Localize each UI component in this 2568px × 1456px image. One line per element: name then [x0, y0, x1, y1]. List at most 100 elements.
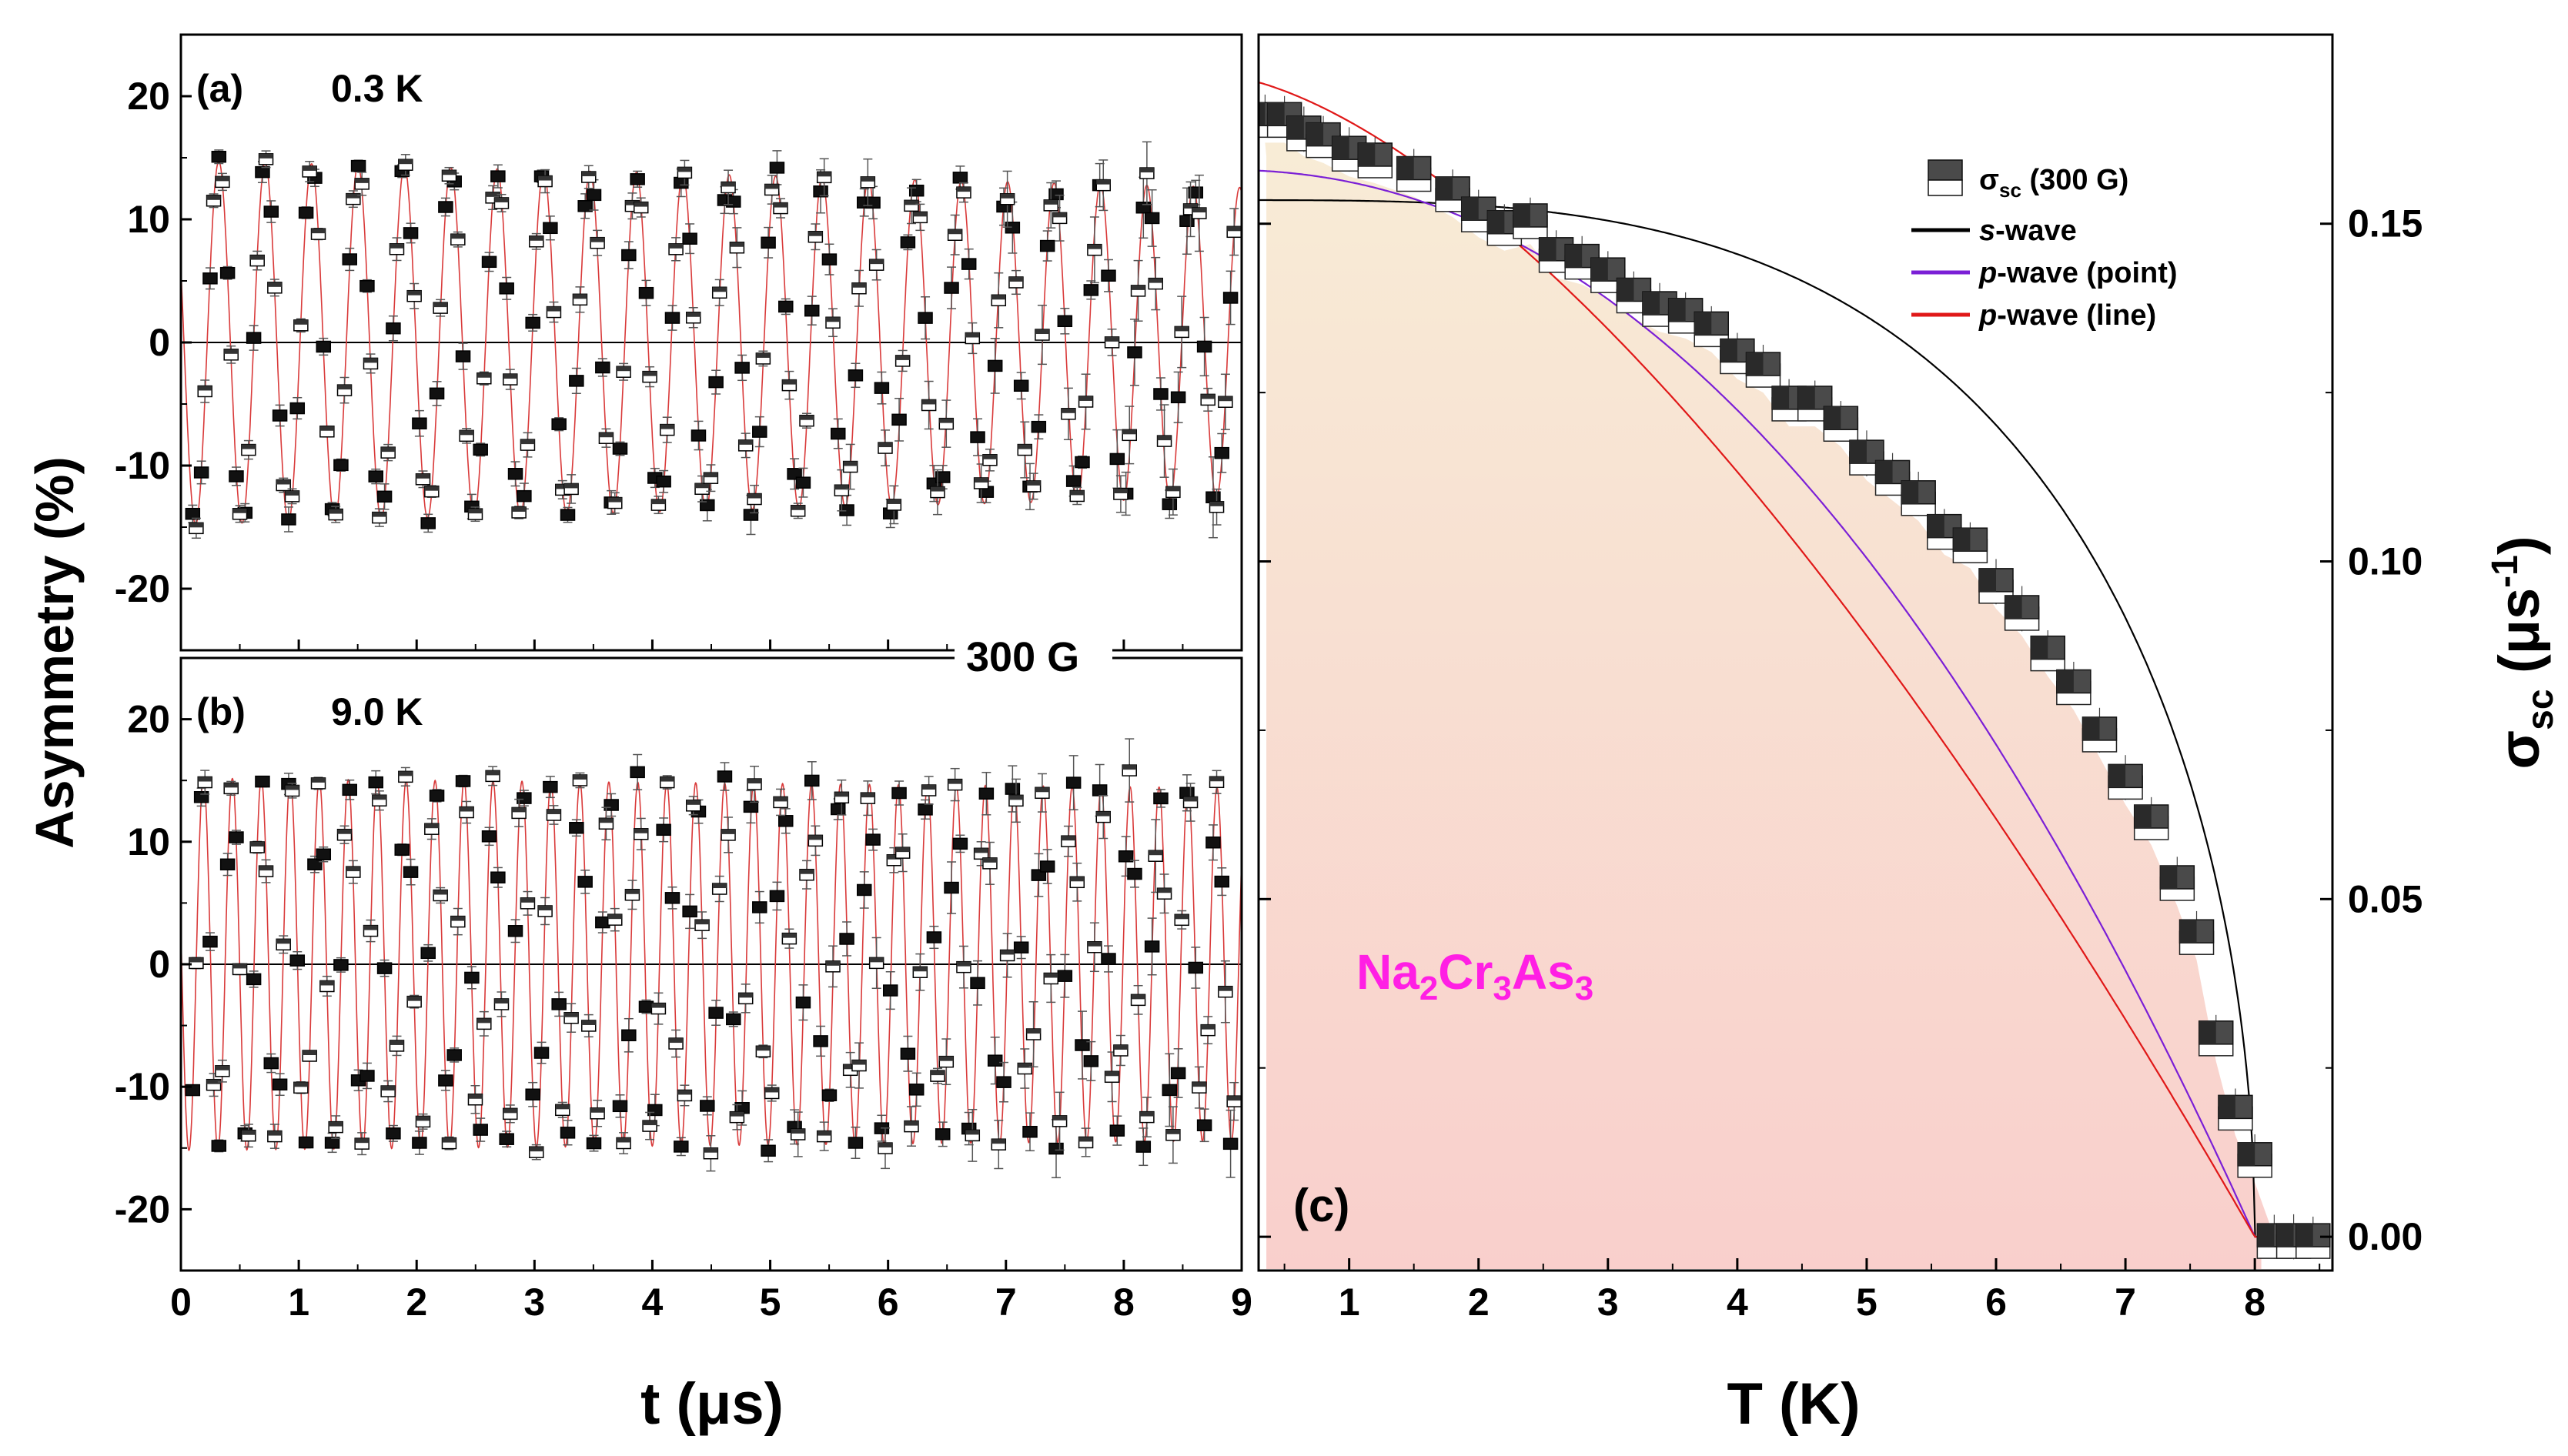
- panel-b-label: (b): [196, 690, 246, 733]
- data-point: [555, 1101, 570, 1119]
- data-point: [193, 460, 209, 485]
- marker-open-top: [756, 352, 771, 358]
- data-point: [189, 517, 204, 539]
- data-point: [938, 1038, 955, 1086]
- data-point: [808, 223, 824, 251]
- marker-filled: [211, 1140, 227, 1152]
- marker-filled: [821, 1089, 838, 1102]
- marker-open-top: [215, 176, 229, 182]
- marker-open-top: [311, 777, 326, 783]
- marker-filled: [586, 1137, 602, 1150]
- data-point: [987, 338, 1003, 394]
- marker-filled: [891, 413, 907, 426]
- marker-open-top: [930, 1070, 945, 1076]
- marker-open-top: [634, 828, 648, 833]
- data-point: [1214, 432, 1230, 473]
- x-tick-label: 3: [1597, 1281, 1619, 1324]
- marker-open-top: [1070, 877, 1085, 882]
- data-point: [372, 790, 387, 811]
- marker-shadow: [2056, 670, 2074, 693]
- marker-filled: [219, 266, 236, 279]
- data-point: [328, 506, 343, 523]
- marker-filled: [298, 1136, 314, 1149]
- marker-filled: [978, 787, 995, 800]
- marker-filled: [865, 833, 881, 846]
- data-point: [202, 932, 218, 951]
- marker-open-top: [293, 319, 308, 325]
- data-point: [424, 818, 440, 840]
- marker-open-top: [878, 442, 892, 448]
- data-point: [860, 158, 876, 206]
- data-point: [1200, 387, 1215, 412]
- marker-open-top: [460, 806, 474, 812]
- marker-open-top: [808, 231, 823, 236]
- marker-open-top: [930, 486, 945, 492]
- compound-label: Na2Cr3As3: [1356, 944, 1593, 1007]
- marker-shadow: [1286, 115, 1304, 139]
- data-point: [319, 425, 335, 438]
- data-point: [223, 345, 239, 364]
- data-point: [406, 994, 422, 1009]
- y-tick-label: 0.10: [2348, 540, 2423, 583]
- data-point: [808, 825, 824, 857]
- data-point: [441, 1136, 457, 1150]
- data-point: [1174, 296, 1189, 369]
- marker-open-top: [913, 967, 928, 972]
- marker-open-top: [712, 287, 727, 292]
- data-point: [197, 770, 212, 795]
- marker-open-top: [1209, 501, 1224, 506]
- marker-filled: [761, 236, 776, 249]
- marker-shadow: [1396, 156, 1414, 180]
- panel-c-shaded-area: [1265, 142, 2313, 1269]
- data-point: [438, 1070, 453, 1091]
- marker-open-top: [267, 1130, 282, 1136]
- marker-filled: [682, 905, 697, 918]
- marker-open-top: [965, 1130, 980, 1135]
- marker-open-top: [337, 829, 352, 834]
- marker-filled: [342, 783, 358, 796]
- data-point: [429, 789, 445, 803]
- data-point: [490, 867, 506, 888]
- marker-filled: [193, 791, 209, 803]
- marker-open-top: [267, 282, 282, 287]
- marker-open-top: [520, 439, 535, 445]
- marker-filled: [926, 931, 942, 943]
- data-point: [284, 783, 300, 799]
- data-point: [433, 887, 448, 904]
- data-point: [799, 412, 814, 429]
- data-point: [1200, 1016, 1215, 1045]
- marker-filled: [795, 476, 811, 489]
- data-point: [342, 779, 358, 800]
- data-point: [685, 796, 701, 816]
- marker-open-top: [555, 1104, 570, 1110]
- data-point: [289, 950, 306, 970]
- marker-open-top: [285, 490, 299, 496]
- y-tick-label: 20: [127, 75, 170, 118]
- marker-open-top: [1052, 1115, 1067, 1120]
- marker-open-top: [442, 1137, 456, 1143]
- marker-filled: [1214, 446, 1230, 459]
- data-point: [1043, 953, 1059, 1004]
- marker-filled: [202, 935, 218, 948]
- data-point: [249, 840, 265, 854]
- data-point: [2056, 661, 2092, 706]
- data-point: [420, 513, 436, 533]
- data-point: [551, 991, 567, 1017]
- marker-open-top: [494, 197, 509, 202]
- data-point: [223, 780, 239, 796]
- marker-filled: [272, 409, 288, 422]
- data-point: [581, 165, 597, 189]
- marker-open-top: [1131, 285, 1145, 290]
- x-tick-label: 1: [1339, 1281, 1360, 1324]
- marker-open-top: [869, 259, 884, 265]
- data-point: [520, 890, 536, 916]
- marker-filled: [839, 933, 854, 945]
- marker-open-top: [895, 355, 910, 360]
- marker-filled: [1144, 212, 1160, 225]
- marker-open-top: [625, 889, 640, 894]
- data-point: [1025, 1001, 1042, 1068]
- data-point: [1075, 456, 1090, 469]
- marker-open-top: [206, 1079, 221, 1084]
- data-point: [795, 467, 811, 498]
- marker-filled: [1101, 953, 1116, 965]
